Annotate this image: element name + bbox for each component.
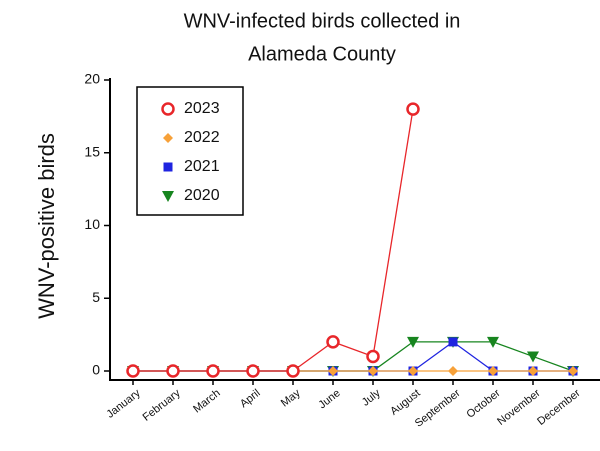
data-point (527, 351, 539, 363)
x-tick-label: September (413, 387, 463, 430)
y-tick-label: 5 (92, 289, 100, 305)
legend-label: 2022 (184, 129, 220, 146)
y-tick-label: 15 (84, 143, 100, 159)
legend-marker (163, 133, 173, 143)
data-point (368, 366, 378, 376)
data-point (326, 335, 340, 349)
data-point (448, 337, 458, 347)
y-tick-label: 20 (84, 71, 100, 87)
y-tick-label: 0 (92, 362, 100, 378)
x-tick-label: December (535, 387, 583, 428)
data-point (568, 366, 578, 376)
series-line (133, 341, 574, 372)
x-tick-label: November (495, 387, 543, 428)
data-point (448, 366, 458, 376)
legend-label: 2021 (184, 158, 220, 175)
legend-label: 2023 (184, 100, 220, 117)
data-point (246, 364, 260, 378)
chart-title: Alameda County (248, 43, 396, 65)
legend-label: 2020 (184, 187, 220, 204)
data-point (166, 364, 180, 378)
series-line (133, 341, 573, 372)
x-tick-label: October (464, 387, 502, 421)
legend-marker (161, 102, 175, 116)
data-point (408, 366, 418, 376)
x-tick-label: February (141, 387, 183, 424)
x-tick-label: April (238, 387, 263, 410)
data-point (488, 366, 498, 376)
data-point (407, 336, 419, 348)
x-tick-label: June (316, 387, 342, 411)
data-point (528, 366, 538, 376)
x-tick-label: August (388, 387, 422, 418)
data-point (126, 364, 140, 378)
legend-marker (163, 162, 173, 172)
data-point (328, 366, 338, 376)
legend-marker (162, 191, 174, 202)
data-point (206, 364, 220, 378)
data-point (487, 336, 499, 348)
x-tick-label: March (191, 387, 222, 415)
y-axis-label: WNV-positive birds (34, 133, 59, 319)
data-point (286, 364, 300, 378)
chart-title: WNV-infected birds collected in (184, 10, 461, 32)
x-tick-label: January (104, 387, 143, 421)
data-point (406, 102, 420, 116)
y-tick-label: 10 (84, 216, 100, 232)
x-tick-label: May (279, 387, 303, 410)
data-point (366, 349, 380, 364)
x-tick-label: July (360, 387, 383, 409)
legend (136, 86, 244, 216)
